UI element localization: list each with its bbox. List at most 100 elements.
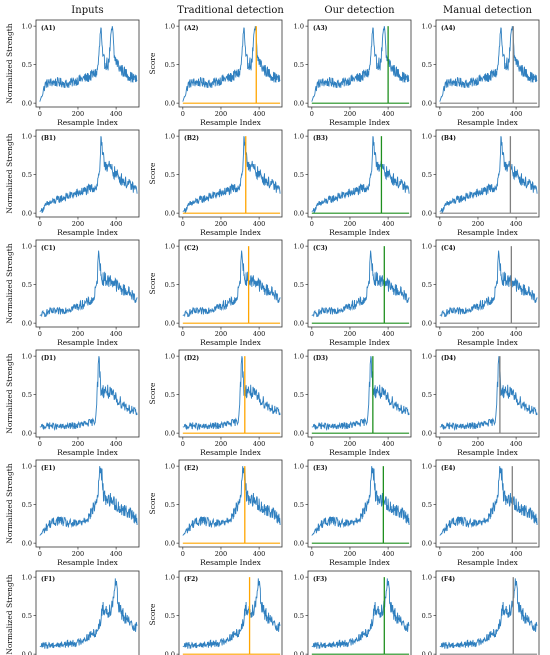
signal-line — [182, 250, 281, 318]
y-tick-label: 0.0 — [165, 319, 175, 327]
x-tick-label: 400 — [253, 550, 265, 558]
signal-line — [439, 466, 538, 536]
y-tick-label: 0.0 — [422, 650, 432, 655]
x-axis-label: Resample Index — [57, 558, 119, 567]
x-axis-label: Resample Index — [457, 228, 519, 237]
y-tick-label: 1.0 — [294, 352, 304, 360]
signal-line — [39, 26, 138, 102]
x-axis-label: Resample Index — [200, 558, 262, 567]
axes-frame — [35, 129, 140, 218]
x-tick-label: 400 — [110, 220, 122, 228]
x-tick-label: 0 — [310, 330, 314, 338]
x-axis-label: Resample Index — [329, 558, 391, 567]
x-tick-label: 200 — [344, 110, 356, 118]
signal-line — [311, 26, 410, 102]
x-tick-label: 400 — [510, 330, 522, 338]
x-axis-label: Resample Index — [457, 118, 519, 127]
x-axis-label: Resample Index — [329, 118, 391, 127]
y-axis-label: Score — [148, 382, 157, 404]
panel-label: (F4) — [441, 576, 455, 583]
x-tick-label: 200 — [215, 220, 227, 228]
x-tick-label: 200 — [472, 110, 484, 118]
x-tick-label: 200 — [72, 440, 84, 448]
y-tick-label: 0.0 — [422, 539, 432, 547]
x-axis-label: Resample Index — [329, 338, 391, 347]
axes-frame — [307, 349, 412, 438]
x-tick-label: 400 — [110, 550, 122, 558]
panel-label: (B1) — [41, 135, 56, 142]
x-tick-label: 0 — [181, 220, 185, 228]
y-tick-label: 0.0 — [165, 99, 175, 107]
x-tick-label: 200 — [215, 440, 227, 448]
signal-line — [39, 250, 138, 318]
y-tick-label: 0.0 — [22, 99, 32, 107]
x-tick-label: 400 — [510, 440, 522, 448]
x-tick-label: 400 — [110, 440, 122, 448]
column-title-4: Manual detection — [443, 5, 533, 16]
y-tick-label: 0.0 — [422, 319, 432, 327]
x-tick-label: 0 — [438, 550, 442, 558]
y-tick-label: 0.5 — [22, 391, 32, 399]
y-tick-label: 1.0 — [22, 573, 32, 581]
panel-label: (B4) — [441, 135, 456, 142]
signal-line — [182, 578, 281, 649]
y-tick-label: 0.0 — [294, 319, 304, 327]
column-title-3: Our detection — [324, 5, 395, 16]
y-tick-label: 0.5 — [22, 61, 32, 69]
x-tick-label: 200 — [72, 220, 84, 228]
axes-frame — [307, 129, 412, 218]
panel-label: (D4) — [441, 355, 456, 362]
y-tick-label: 0.0 — [22, 539, 32, 547]
panel-c2: 0 200 400 0.0 0.5 1.0 Resample Index Score (C2) — [148, 239, 283, 347]
y-tick-label: 0.0 — [165, 650, 175, 655]
panel-e1: 0 200 400 0.0 0.5 1.0 Resample Index Normalized… — [5, 459, 140, 567]
y-tick-label: 1.0 — [22, 242, 32, 250]
x-tick-label: 400 — [253, 330, 265, 338]
panel-label: (E2) — [184, 465, 199, 472]
x-tick-label: 0 — [310, 110, 314, 118]
panel-label: (A4) — [441, 25, 456, 32]
x-tick-label: 400 — [253, 110, 265, 118]
y-axis-label: Normalized Strength — [5, 133, 14, 213]
x-tick-label: 400 — [382, 550, 394, 558]
y-tick-label: 0.5 — [294, 501, 304, 509]
panel-b4: 0 200 400 0.0 0.5 1.0 Resample Index (B4) — [422, 129, 540, 237]
axes-frame — [178, 349, 283, 438]
axes-frame — [178, 239, 283, 328]
y-tick-label: 0.5 — [294, 391, 304, 399]
y-axis-label: Score — [148, 272, 157, 294]
y-tick-label: 1.0 — [294, 22, 304, 30]
x-tick-label: 400 — [253, 220, 265, 228]
signal-line — [182, 466, 281, 536]
y-axis-label: Normalized Strength — [5, 353, 14, 433]
y-tick-label: 0.0 — [422, 209, 432, 217]
y-tick-label: 0.0 — [294, 99, 304, 107]
x-tick-label: 0 — [38, 220, 42, 228]
x-tick-label: 0 — [38, 440, 42, 448]
panel-a2: 0 200 400 0.0 0.5 1.0 Resample Index Score (A2) — [148, 19, 283, 127]
x-axis-label: Resample Index — [329, 228, 391, 237]
y-tick-label: 1.0 — [165, 132, 175, 140]
axes-frame — [307, 19, 412, 108]
y-tick-label: 1.0 — [422, 462, 432, 470]
y-tick-label: 0.5 — [22, 501, 32, 509]
x-tick-label: 400 — [382, 110, 394, 118]
y-axis-label: Normalized Strength — [5, 23, 14, 103]
signal-line — [439, 136, 538, 214]
axes-frame — [435, 19, 540, 108]
y-tick-label: 0.5 — [165, 61, 175, 69]
y-tick-label: 1.0 — [422, 573, 432, 581]
axes-frame — [35, 459, 140, 548]
panel-label: (A1) — [41, 25, 56, 32]
panel-label: (C1) — [41, 245, 56, 252]
x-axis-label: Resample Index — [57, 228, 119, 237]
y-tick-label: 1.0 — [22, 462, 32, 470]
y-tick-label: 1.0 — [294, 132, 304, 140]
y-tick-label: 0.5 — [422, 612, 432, 620]
y-axis-label: Score — [148, 52, 157, 74]
panel-c3: 0 200 400 0.0 0.5 1.0 Resample Index (C3) — [294, 239, 412, 347]
axes-frame — [178, 19, 283, 108]
axes-frame — [435, 459, 540, 548]
x-axis-label: Resample Index — [200, 338, 262, 347]
